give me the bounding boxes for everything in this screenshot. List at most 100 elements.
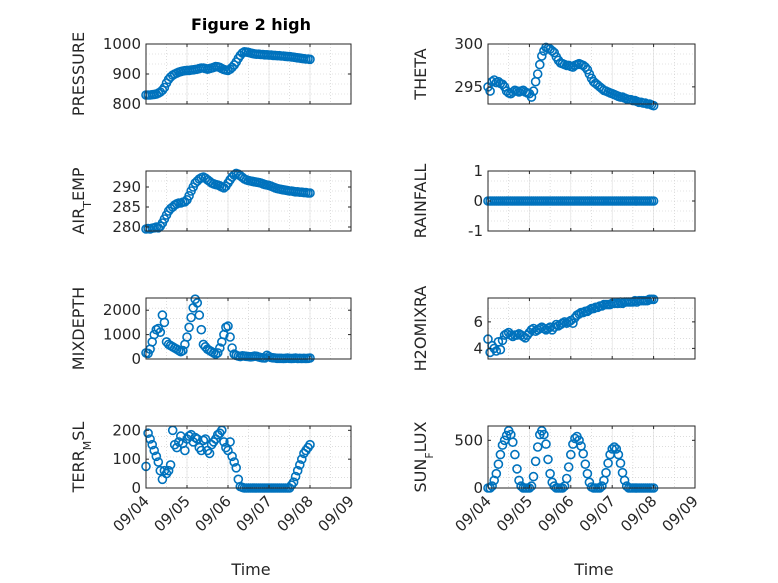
data-point (543, 454, 553, 465)
data-point (296, 454, 307, 465)
y-tick-label: 290 (112, 178, 141, 196)
y-tick-label: 280 (112, 218, 141, 236)
x-tick-label: 09/07 (576, 492, 619, 535)
data-point (501, 430, 512, 441)
data-point (497, 440, 508, 450)
data-point (163, 465, 174, 476)
y-tick-label: 900 (112, 65, 141, 83)
x-tick-label: 09/09 (315, 492, 358, 535)
series-markers (483, 294, 659, 358)
y-axis-label: SUNFLUX (411, 421, 436, 492)
y-tick-label: 6 (473, 313, 483, 331)
y-axis-label: RAINFALL (411, 164, 430, 239)
y-axis-label: AIRTEMP (69, 167, 94, 234)
data-point (495, 449, 506, 460)
data-point (536, 51, 547, 61)
y-axis-label: PRESSURE (69, 32, 88, 116)
x-tick-label: 09/09 (659, 492, 702, 535)
data-point (578, 448, 589, 459)
series-markers (483, 42, 659, 111)
data-point (545, 468, 555, 479)
data-point (534, 59, 545, 70)
x-axis-label-right: Time (573, 560, 613, 579)
data-point (159, 82, 170, 93)
data-point (227, 343, 237, 353)
y-axis-label: H2OMIXRA (411, 286, 430, 372)
data-point (186, 312, 196, 323)
data-point (512, 464, 522, 474)
data-point (541, 439, 551, 449)
data-point (603, 458, 613, 469)
y-tick-label: 100 (112, 450, 141, 468)
data-point (611, 444, 622, 454)
data-point (532, 69, 543, 79)
data-point (192, 298, 203, 308)
data-point (497, 79, 508, 90)
data-point (194, 310, 205, 320)
data-point (493, 459, 504, 470)
x-tick-label: 09/07 (233, 492, 276, 535)
data-point (530, 456, 541, 467)
data-point (157, 474, 168, 485)
data-point (292, 465, 303, 476)
data-point (613, 449, 624, 460)
data-point (497, 335, 508, 346)
data-point (198, 435, 209, 446)
data-point (225, 332, 235, 342)
data-point (648, 196, 659, 206)
data-point (580, 62, 591, 72)
data-point (305, 439, 315, 450)
data-point (196, 324, 207, 335)
figure-title: Figure 2 high (191, 15, 311, 34)
data-point (530, 76, 541, 87)
data-point (528, 471, 539, 482)
data-point (190, 432, 200, 443)
x-tick-label: 09/04 (110, 492, 153, 535)
y-tick-label: 1000 (103, 326, 141, 344)
data-point (648, 294, 659, 305)
y-tick-label: 0 (473, 479, 483, 497)
y-tick-label: 500 (454, 431, 483, 449)
x-tick-label: 09/04 (452, 492, 495, 535)
data-point (229, 457, 239, 467)
y-tick-label: -1 (468, 222, 483, 240)
data-point (305, 54, 315, 65)
data-point (231, 462, 241, 473)
data-point (563, 462, 574, 472)
data-point (532, 442, 543, 452)
mixdepth-panel: 0 1000 2000 MIXDEPTH (69, 287, 352, 370)
data-point (219, 437, 229, 447)
y-tick-label: 800 (112, 95, 141, 113)
data-point (528, 86, 539, 96)
data-point (305, 188, 315, 198)
axes-box (145, 170, 352, 232)
data-point (582, 468, 593, 479)
data-point (184, 191, 194, 201)
theta-panel: 295 300 THETA (411, 35, 696, 111)
data-point (514, 475, 524, 486)
data-point (290, 471, 301, 482)
x-tick-label: 09/08 (274, 492, 317, 535)
data-point (149, 445, 159, 456)
data-point (180, 445, 190, 456)
h2omixra-panel: 4 6 H2OMIXRA (411, 286, 696, 372)
x-axis-label-left: Time (230, 560, 270, 579)
data-point (155, 327, 166, 338)
series-markers (141, 294, 315, 364)
data-point (215, 343, 225, 353)
data-point (642, 295, 653, 306)
y-tick-label: 0 (131, 479, 141, 497)
y-axis-label: MIXDEPTH (69, 287, 88, 370)
data-point (147, 439, 157, 450)
y-tick-label: 0 (473, 192, 483, 210)
data-point (526, 92, 537, 102)
data-point (615, 458, 626, 469)
y-tick-label: 1000 (103, 35, 141, 53)
y-tick-label: 0 (131, 350, 141, 368)
data-point (184, 322, 194, 333)
axes-box (487, 43, 696, 105)
data-point (510, 449, 520, 460)
data-point (601, 467, 611, 478)
data-point (607, 444, 618, 454)
data-point (151, 451, 162, 462)
